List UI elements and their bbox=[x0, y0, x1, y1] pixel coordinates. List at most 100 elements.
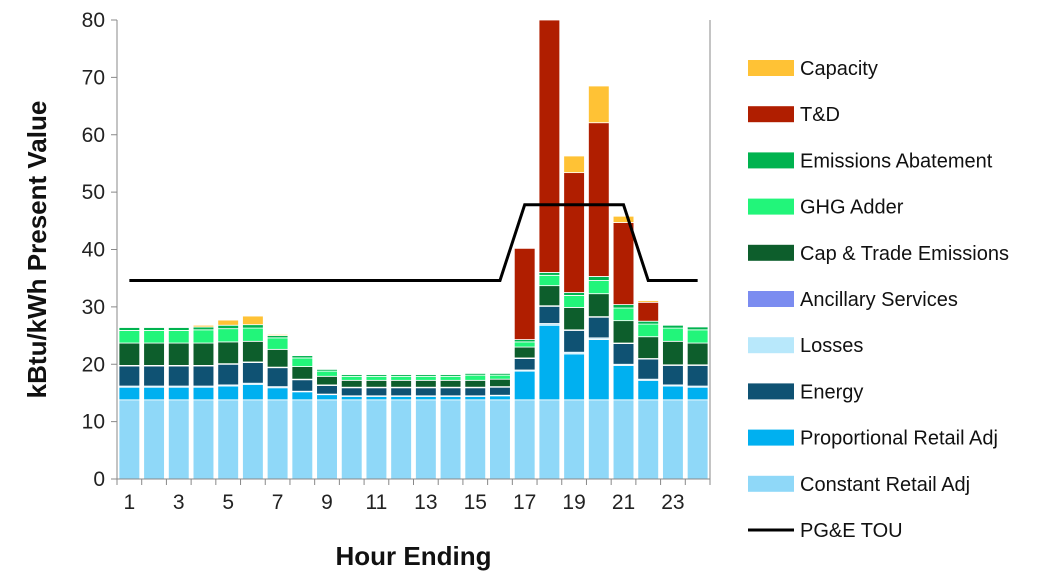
bar-emissions-abatement-14 bbox=[439, 374, 462, 377]
bar-proportional-retail-adj-20 bbox=[588, 339, 610, 401]
x-tick-label: 1 bbox=[124, 491, 136, 514]
bar-capacity-4 bbox=[192, 324, 215, 328]
bar-cap-and-trade-emissions-10 bbox=[340, 379, 363, 388]
bar-emissions-abatement-8 bbox=[291, 355, 314, 359]
bar-proportional-retail-adj-1 bbox=[118, 386, 141, 401]
bar-proportional-retail-adj-18 bbox=[538, 324, 561, 401]
bar-constant-retail-adj-14 bbox=[439, 399, 462, 480]
bar-cap-and-trade-emissions-20 bbox=[588, 293, 610, 318]
bar-constant-retail-adj-5 bbox=[217, 399, 239, 480]
x-tick-label: 17 bbox=[513, 491, 536, 514]
bar-capacity-5 bbox=[217, 319, 239, 326]
bar-proportional-retail-adj-6 bbox=[242, 383, 264, 401]
bar-capacity-19 bbox=[563, 155, 585, 174]
bar-emissions-abatement-12 bbox=[390, 374, 412, 377]
bar-cap-and-trade-emissions-9 bbox=[316, 375, 338, 386]
legend-swatch-constant-retail-adj bbox=[748, 475, 794, 492]
legend-label-ancillary-services: Ancillary Services bbox=[800, 289, 958, 311]
bar-ghg-adder-19 bbox=[563, 294, 585, 308]
bar-ghg-adder-3 bbox=[167, 329, 190, 344]
bar-proportional-retail-adj-16 bbox=[489, 395, 511, 401]
bar-emissions-abatement-2 bbox=[143, 327, 165, 331]
bar-constant-retail-adj-6 bbox=[242, 399, 264, 480]
bar-ghg-adder-11 bbox=[365, 375, 388, 381]
bar-ghg-adder-22 bbox=[637, 323, 659, 338]
bar-energy-5 bbox=[217, 363, 239, 386]
y-tick-label: 0 bbox=[93, 468, 105, 491]
bar-constant-retail-adj-20 bbox=[588, 399, 610, 480]
bar-tandd-18 bbox=[538, 19, 561, 273]
bar-capacity-22 bbox=[637, 300, 659, 303]
bar-cap-and-trade-emissions-1 bbox=[118, 342, 141, 366]
bar-constant-retail-adj-21 bbox=[612, 399, 635, 480]
y-tick-label: 10 bbox=[82, 411, 105, 434]
legend-swatch-cap-and-trade-emissions bbox=[748, 244, 794, 261]
bar-ghg-adder-20 bbox=[588, 280, 610, 295]
bar-proportional-retail-adj-17 bbox=[513, 370, 536, 401]
bar-ghg-adder-15 bbox=[464, 374, 487, 381]
legend-label-constant-retail-adj: Constant Retail Adj bbox=[800, 474, 970, 496]
bar-emissions-abatement-18 bbox=[538, 272, 561, 276]
bar-capacity-21 bbox=[612, 215, 635, 223]
bar-constant-retail-adj-15 bbox=[464, 399, 487, 480]
line-pgande-tou bbox=[129, 203, 698, 282]
bar-energy-6 bbox=[242, 362, 264, 384]
bar-emissions-abatement-20 bbox=[588, 276, 610, 281]
bar-energy-9 bbox=[316, 385, 338, 395]
bar-capacity-6 bbox=[242, 315, 264, 326]
bar-tandd-17 bbox=[513, 247, 536, 340]
bar-cap-and-trade-emissions-4 bbox=[192, 342, 215, 366]
bar-energy-14 bbox=[439, 387, 462, 397]
bar-ghg-adder-10 bbox=[340, 375, 363, 381]
bar-cap-and-trade-emissions-14 bbox=[439, 379, 462, 388]
legend-swatch-emissions-abatement bbox=[748, 152, 794, 169]
bar-ghg-adder-7 bbox=[266, 337, 289, 350]
bar-constant-retail-adj-17 bbox=[513, 399, 536, 480]
bar-cap-and-trade-emissions-7 bbox=[266, 348, 289, 368]
bar-emissions-abatement-23 bbox=[662, 324, 684, 329]
y-tick-label: 20 bbox=[82, 353, 105, 376]
bar-proportional-retail-adj-13 bbox=[415, 395, 437, 401]
legend-label-cap-and-trade-emissions: Cap & Trade Emissions bbox=[800, 243, 1009, 265]
bar-ghg-adder-6 bbox=[242, 327, 264, 342]
bar-tandd-19 bbox=[563, 172, 585, 293]
bar-constant-retail-adj-24 bbox=[686, 399, 709, 480]
bar-emissions-abatement-5 bbox=[217, 324, 239, 330]
bar-energy-20 bbox=[588, 316, 610, 339]
bar-energy-23 bbox=[662, 364, 684, 386]
bar-constant-retail-adj-3 bbox=[167, 399, 190, 480]
bar-emissions-abatement-22 bbox=[637, 320, 659, 325]
bar-capacity-7 bbox=[266, 334, 289, 336]
bar-constant-retail-adj-2 bbox=[143, 399, 165, 480]
bar-tandd-21 bbox=[612, 222, 635, 305]
bar-emissions-abatement-9 bbox=[316, 369, 338, 372]
bar-cap-and-trade-emissions-15 bbox=[464, 379, 487, 388]
bar-energy-3 bbox=[167, 365, 190, 387]
bar-proportional-retail-adj-7 bbox=[266, 387, 289, 401]
legend: Capacity T&D Emissions Abatement GHG Adder C… bbox=[748, 58, 1009, 542]
bar-emissions-abatement-10 bbox=[340, 374, 363, 377]
bar-emissions-abatement-16 bbox=[489, 373, 511, 376]
bar-ghg-adder-18 bbox=[538, 274, 561, 287]
bar-energy-24 bbox=[686, 364, 709, 387]
bar-ghg-adder-9 bbox=[316, 370, 338, 377]
bar-proportional-retail-adj-15 bbox=[464, 395, 487, 401]
bar-emissions-abatement-3 bbox=[167, 327, 190, 331]
legend-label-emissions-abatement: Emissions Abatement bbox=[800, 150, 993, 172]
bar-emissions-abatement-15 bbox=[464, 373, 487, 376]
x-axis-title: Hour Ending bbox=[336, 541, 492, 571]
bar-energy-10 bbox=[340, 387, 363, 397]
bar-proportional-retail-adj-24 bbox=[686, 386, 709, 401]
bar-cap-and-trade-emissions-19 bbox=[563, 307, 585, 331]
bar-energy-15 bbox=[464, 387, 487, 397]
bar-ghg-adder-5 bbox=[217, 328, 239, 343]
legend-label-losses: Losses bbox=[800, 335, 863, 357]
bar-ghg-adder-24 bbox=[686, 329, 709, 344]
y-tick-label: 70 bbox=[82, 66, 105, 89]
legend-swatch-ancillary-services bbox=[748, 291, 794, 307]
bar-energy-2 bbox=[143, 365, 165, 387]
bar-energy-21 bbox=[612, 343, 635, 365]
bar-proportional-retail-adj-12 bbox=[390, 395, 412, 401]
